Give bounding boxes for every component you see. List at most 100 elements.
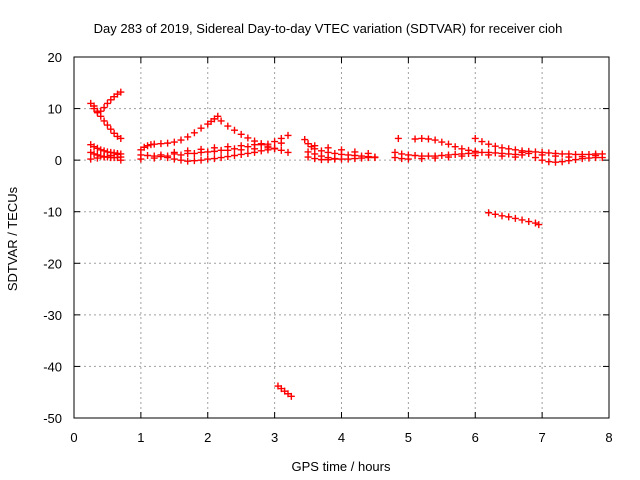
y-tick-label: 0	[55, 153, 62, 168]
data-point	[565, 153, 573, 161]
data-point	[87, 155, 95, 163]
x-tick-label: 1	[137, 430, 144, 445]
data-point	[458, 152, 466, 160]
data-point	[438, 152, 446, 160]
x-tick-label: 7	[539, 430, 546, 445]
data-point	[304, 153, 312, 161]
data-point	[545, 158, 553, 166]
data-point	[351, 148, 359, 156]
tick-labels: 0 1 2 3 4 5 6 7 8 -50 -40 -30 -20 -10 0 10 20	[43, 50, 612, 445]
data-point	[170, 138, 178, 146]
data-point	[224, 153, 232, 161]
x-tick-label: 5	[405, 430, 412, 445]
data-point	[210, 147, 218, 155]
data-point	[491, 210, 499, 218]
data-point	[217, 154, 225, 162]
data-point	[518, 148, 526, 156]
data-point	[498, 212, 506, 220]
data-point	[93, 154, 101, 162]
ticks	[73, 56, 610, 419]
data-point	[184, 157, 192, 165]
data-point	[271, 138, 279, 146]
data-point	[371, 154, 379, 162]
data-point	[438, 138, 446, 146]
data-point	[103, 121, 111, 129]
data-point	[140, 143, 148, 151]
data-point	[113, 150, 121, 158]
data-point	[424, 135, 432, 143]
data-point	[150, 140, 158, 148]
data-point	[471, 134, 479, 142]
data-point	[144, 142, 152, 150]
data-point	[411, 135, 419, 143]
data-point	[117, 134, 125, 142]
data-point	[485, 140, 493, 148]
data-point	[231, 126, 238, 134]
data-point	[103, 99, 111, 107]
data-point	[411, 152, 419, 160]
data-point	[277, 139, 285, 147]
data-point	[431, 136, 439, 144]
data-point	[237, 146, 245, 154]
grid	[74, 57, 609, 418]
y-tick-label: -10	[43, 205, 62, 220]
data-point	[465, 146, 473, 154]
data-point	[311, 155, 319, 163]
data-point	[331, 155, 339, 163]
data-point	[190, 157, 198, 165]
data-point	[197, 124, 205, 132]
data-point	[301, 136, 309, 144]
data-point	[578, 153, 586, 161]
data-point	[197, 148, 205, 156]
data-point	[97, 146, 105, 154]
data-point	[117, 88, 125, 96]
data-point	[558, 150, 566, 158]
data-point	[93, 144, 101, 152]
data-point	[304, 140, 312, 148]
data-point	[511, 153, 519, 161]
x-tick-label: 8	[605, 430, 612, 445]
data-point	[338, 155, 345, 163]
data-point	[170, 150, 178, 158]
data-point	[190, 149, 198, 157]
data-point	[107, 96, 115, 104]
data-point	[525, 218, 533, 226]
x-tick-label: 4	[338, 430, 345, 445]
data-point	[317, 156, 325, 164]
data-point	[552, 152, 559, 160]
data-point	[485, 151, 493, 159]
data-point	[224, 146, 232, 154]
data-point	[157, 140, 165, 148]
data-point	[398, 155, 406, 163]
data-point	[257, 147, 265, 155]
data-point	[100, 117, 108, 125]
data-point	[391, 154, 399, 162]
data-point	[271, 145, 279, 153]
data-point	[224, 122, 232, 130]
data-point	[491, 149, 499, 157]
plot-frame	[73, 56, 610, 419]
data-points	[87, 88, 606, 400]
data-point	[445, 153, 452, 161]
x-tick-label: 0	[70, 430, 77, 445]
data-point	[358, 154, 366, 162]
data-point	[424, 152, 432, 160]
data-point	[505, 145, 513, 153]
data-point	[552, 158, 559, 166]
data-point	[525, 149, 533, 157]
data-point	[217, 117, 225, 125]
data-point	[394, 134, 402, 142]
data-point	[311, 142, 319, 150]
data-point	[150, 154, 158, 162]
data-point	[231, 145, 238, 153]
y-tick-label: 10	[48, 102, 62, 117]
data-point	[531, 219, 539, 227]
data-point	[204, 155, 212, 163]
data-point	[558, 158, 566, 166]
data-point	[592, 152, 600, 160]
y-tick-label: -20	[43, 256, 62, 271]
data-point	[210, 155, 218, 163]
data-point	[404, 155, 412, 163]
data-point	[284, 131, 292, 139]
y-tick-label: -30	[43, 308, 62, 323]
